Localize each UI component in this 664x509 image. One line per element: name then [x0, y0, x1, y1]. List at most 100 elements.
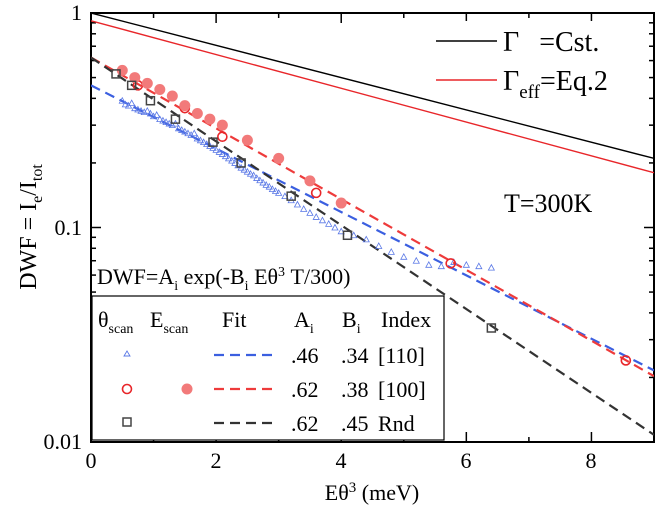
data-point-triangle [375, 242, 383, 249]
legend-label-gamma-eff: Γeff=Eq.2 [503, 66, 608, 103]
y-axis-label: DWF = Ie/Itot [16, 164, 46, 290]
legend-table: θscan Escan Fit Ai Bi Index .46 .34 [110… [91, 295, 445, 441]
data-point-triangle [331, 223, 339, 231]
data-point-triangle [228, 156, 236, 164]
data-point-triangle [256, 176, 264, 184]
data-point-triangle [209, 144, 217, 151]
data-point-triangle [262, 181, 270, 188]
row-rnd-b: .45 [341, 411, 369, 436]
x-tick-label: 4 [336, 448, 347, 473]
data-point-triangle [149, 112, 158, 120]
markers [111, 64, 632, 366]
x-tick-label: 8 [586, 448, 597, 473]
legend-table-box [91, 295, 445, 441]
data-point-circle-filled [129, 72, 141, 84]
data-point-triangle [253, 174, 261, 181]
data-point-triangle [325, 220, 333, 227]
y-tick-label: 0.01 [44, 429, 83, 454]
data-point-triangle [240, 165, 248, 173]
row-110-index: [110] [378, 343, 425, 368]
x-tick-label: 2 [211, 448, 222, 473]
data-point-triangle [337, 227, 345, 235]
data-point-triangle [127, 99, 136, 107]
data-point-triangle [224, 154, 233, 162]
row-rnd-a: .62 [291, 411, 319, 436]
data-point-square-open [286, 191, 296, 201]
data-point-triangle [153, 111, 161, 118]
x-tick-label: 6 [461, 448, 472, 473]
data-point-triangle [137, 106, 145, 114]
data-point-triangle [268, 185, 277, 193]
data-point-triangle [249, 171, 258, 179]
data-point-triangle [134, 105, 142, 113]
axis-ticks [90, 13, 655, 443]
data-point-triangle [168, 121, 176, 129]
curve-fit-rnd [91, 56, 654, 436]
legend-marker-square-open [122, 417, 132, 427]
data-point-circle-open [620, 355, 632, 366]
data-point-triangle [118, 96, 126, 104]
data-point-triangle [199, 138, 208, 146]
data-point-triangle [487, 263, 496, 271]
data-point-triangle [121, 100, 130, 108]
data-point-circle-filled [241, 134, 253, 146]
data-point-circle-filled [273, 152, 285, 164]
data-point-triangle [143, 106, 151, 114]
data-point-triangle [184, 129, 192, 137]
data-point-triangle [196, 136, 205, 144]
data-point-triangle [306, 209, 314, 216]
formula-label: DWF=Ai exp(-Bi Eθ3 T/300) [97, 264, 350, 294]
data-point-triangle [259, 178, 267, 186]
legend-marker-circle-filled [181, 383, 193, 395]
data-point-triangle [425, 260, 433, 268]
y-tick-label: 1 [71, 0, 82, 25]
curves [91, 13, 654, 436]
data-point-triangle [293, 200, 302, 208]
data-point-triangle [265, 182, 273, 190]
data-point-triangle [475, 262, 483, 270]
data-point-square-open [208, 137, 218, 147]
legend-label-gamma-cst: Γ =Cst. [503, 27, 599, 58]
legend-marker-triangle [123, 350, 131, 357]
data-point-triangle [312, 213, 320, 220]
data-point-triangle [246, 169, 255, 177]
header-a: Ai [294, 307, 314, 337]
curve--eff-eq-2 [91, 20, 654, 174]
data-point-triangle [203, 140, 211, 147]
data-point-triangle [462, 260, 471, 268]
data-point-square-open [145, 95, 156, 106]
row-110-b: .34 [341, 343, 369, 368]
data-point-triangle [400, 252, 408, 260]
row-100-b: .38 [341, 377, 369, 402]
data-point-triangle [174, 124, 183, 132]
data-point-triangle [162, 118, 170, 126]
header-theta-scan: θscan [98, 307, 133, 337]
row-100-a: .62 [291, 377, 319, 402]
data-point-triangle [178, 126, 186, 133]
header-b: Bi [342, 307, 361, 337]
data-point-triangle [231, 159, 239, 166]
data-point-triangle [362, 235, 370, 243]
header-e-scan: Escan [150, 307, 188, 337]
data-point-circle-filled [335, 197, 347, 209]
data-point-circle-open [217, 131, 228, 143]
data-point-triangle [159, 116, 167, 124]
data-point-triangle [181, 127, 189, 135]
data-point-circle-filled [154, 83, 166, 95]
data-point-square-open [170, 114, 181, 124]
data-point-circle-filled [216, 119, 228, 131]
data-point-triangle [218, 150, 227, 157]
legend-gamma: Γ =Cst. Γeff=Eq.2 [430, 21, 646, 103]
data-point-triangle [131, 104, 139, 112]
data-point-triangle [274, 189, 283, 196]
data-point-circle-filled [304, 175, 316, 187]
data-point-triangle [387, 248, 395, 255]
data-point-triangle [190, 129, 198, 137]
data-point-triangle [193, 134, 202, 142]
curve-fit-100- [91, 56, 654, 378]
curve--cst- [91, 13, 654, 160]
row-100-index: [100] [378, 377, 426, 402]
data-point-triangle [215, 148, 223, 155]
y-tick-label: 0.1 [55, 215, 83, 240]
